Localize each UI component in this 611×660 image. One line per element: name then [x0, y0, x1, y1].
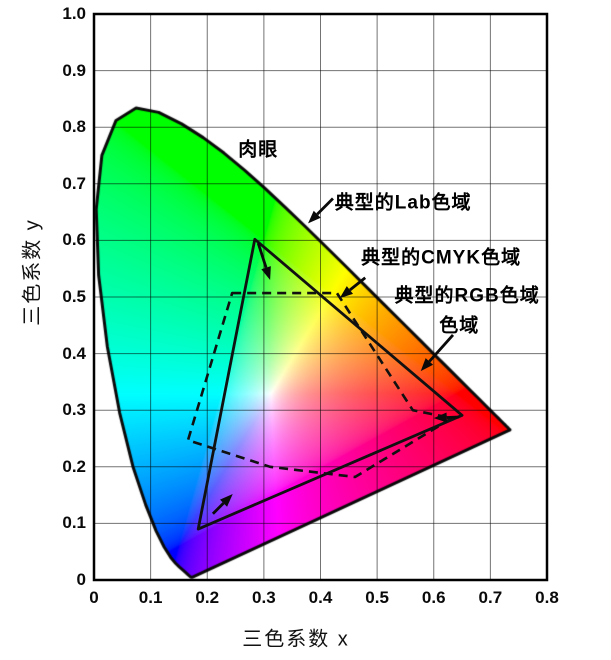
annotation-rgb-gamut: 典型的RGB色域 — [394, 285, 540, 307]
vertex-arrow-1-head — [220, 493, 233, 507]
y-tick-label: 0 — [76, 570, 86, 589]
x-tick-label: 0.1 — [138, 588, 163, 607]
x-tick-label: 0.8 — [535, 588, 559, 607]
y-tick-label: 0.6 — [62, 230, 86, 250]
vertex-arrow-2-line — [446, 415, 460, 419]
y-tick-label: 0.7 — [62, 173, 86, 193]
annotation-arrow-2-line — [349, 276, 367, 292]
y-tick-label: 0.5 — [62, 287, 86, 306]
y-tick-label: 0.3 — [62, 400, 86, 420]
annotation-arrow-4-line — [428, 333, 455, 363]
x-tick-label: 0.6 — [421, 588, 446, 607]
vertex-arrow-1-line — [211, 502, 225, 515]
x-axis-title: 三色系数 x — [242, 628, 350, 651]
annotation-arrow-1-head — [308, 210, 321, 224]
x-tick-label: 0.3 — [252, 588, 276, 607]
vertex-arrow-0-head — [261, 266, 271, 281]
annotation-arrow-2-head — [339, 286, 354, 299]
y-tick-label: 0.9 — [62, 60, 86, 80]
plot-border — [92, 12, 549, 582]
x-tick-label: 0.7 — [478, 588, 503, 607]
y-axis-title: 三色系数 y — [21, 218, 44, 326]
rgb-gamut-triangle — [196, 237, 464, 531]
x-tick-label: 0.5 — [365, 588, 389, 607]
y-tick-label: 1.0 — [62, 4, 86, 23]
x-tick-label: 0 — [89, 588, 99, 607]
y-tick-label: 0.1 — [62, 513, 86, 533]
annotation-naked-eye: 肉眼 — [238, 139, 279, 161]
y-tick-label: 0.8 — [62, 117, 86, 137]
annotation-lab-gamut: 典型的Lab色域 — [334, 192, 472, 214]
annotation-gamut: 色域 — [439, 315, 480, 337]
y-tick-label: 0.4 — [62, 343, 86, 363]
annotation-arrow-4-head — [420, 358, 434, 372]
y-tick-label: 0.2 — [62, 456, 86, 476]
annotation-cmyk-gamut: 典型的CMYK色域 — [361, 247, 522, 269]
annotation-arrow-1-line — [316, 197, 334, 216]
vertex-arrow-2-head — [433, 412, 447, 423]
cmyk-gamut-polygon — [186, 291, 454, 479]
vertex-arrow-0-line — [256, 242, 268, 269]
x-tick-label: 0.4 — [308, 588, 333, 607]
x-tick-label: 0.2 — [195, 588, 220, 607]
